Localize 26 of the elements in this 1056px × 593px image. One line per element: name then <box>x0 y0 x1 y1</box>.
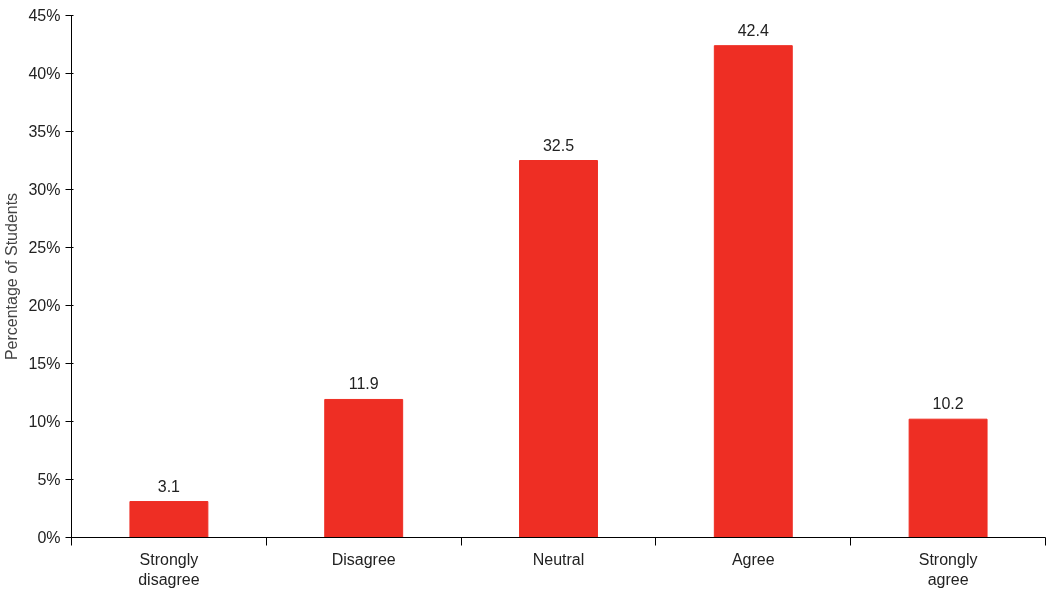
y-axis-title: Percentage of Students <box>3 192 21 361</box>
data-label: 3.1 <box>157 477 181 495</box>
y-tick-label: 5% <box>37 471 61 488</box>
x-tick-label: Neutral <box>532 550 585 568</box>
x-tick-label: Agree <box>731 550 775 568</box>
y-tick-label: 40% <box>28 65 61 82</box>
y-tick-label: 25% <box>28 239 61 256</box>
bar <box>519 160 598 538</box>
x-tick-label: Disagree <box>331 550 396 568</box>
bar <box>129 501 209 538</box>
y-tick-label: 0% <box>37 529 61 546</box>
data-label: 32.5 <box>542 136 575 154</box>
bar <box>713 45 793 538</box>
x-tick-label: Strongly agree <box>918 550 978 588</box>
data-label: 42.4 <box>737 21 769 39</box>
bar <box>324 398 404 538</box>
x-tick-label: Strongly disagree <box>138 550 200 588</box>
y-tick-label: 30% <box>28 181 61 198</box>
bar <box>908 418 988 538</box>
y-tick-label: 15% <box>28 355 61 372</box>
y-tick-label: 35% <box>28 123 61 140</box>
y-tick-label: 45% <box>28 7 61 24</box>
data-label: 11.9 <box>348 375 379 393</box>
data-label: 10.2 <box>932 395 964 413</box>
y-tick-label: 20% <box>28 297 61 314</box>
y-tick-label: 10% <box>28 413 61 430</box>
